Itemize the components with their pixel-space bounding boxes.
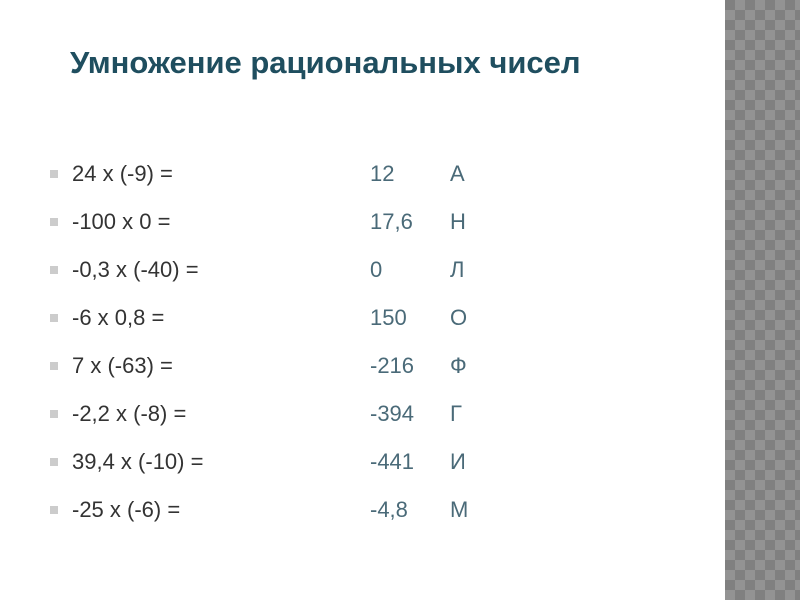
bullet-icon [50, 506, 58, 514]
answer-row: -441 И [370, 438, 468, 486]
problem-text: -0,3 х (-40) = [72, 257, 199, 283]
slide-title: Умножение рациональных чисел [70, 45, 581, 81]
answer-value: 12 [370, 161, 450, 187]
bullet-icon [50, 314, 58, 322]
problem-text: -6 х 0,8 = [72, 305, 164, 331]
answer-value: -216 [370, 353, 450, 379]
problem-row: 39,4 х (-10) = [50, 438, 203, 486]
bullet-icon [50, 218, 58, 226]
answer-row: 0 Л [370, 246, 468, 294]
problem-row: 24 х (-9) = [50, 150, 203, 198]
problem-row: -25 х (-6) = [50, 486, 203, 534]
problems-column: 24 х (-9) = -100 х 0 = -0,3 х (-40) = -6… [50, 150, 203, 534]
slide: Умножение рациональных чисел 24 х (-9) =… [0, 0, 800, 600]
problem-text: 7 х (-63) = [72, 353, 173, 379]
answer-row: 150 О [370, 294, 468, 342]
answer-letter: О [450, 305, 467, 331]
answer-value: 150 [370, 305, 450, 331]
problem-row: -100 х 0 = [50, 198, 203, 246]
problem-text: 39,4 х (-10) = [72, 449, 203, 475]
problem-row: -0,3 х (-40) = [50, 246, 203, 294]
answers-column: 12 А 17,6 Н 0 Л 150 О -216 Ф -394 Г -441… [370, 150, 468, 534]
answer-letter: Г [450, 401, 462, 427]
answer-value: 0 [370, 257, 450, 283]
problem-text: 24 х (-9) = [72, 161, 173, 187]
problem-row: -6 х 0,8 = [50, 294, 203, 342]
problem-text: -2,2 х (-8) = [72, 401, 186, 427]
problem-row: -2,2 х (-8) = [50, 390, 203, 438]
answer-letter: М [450, 497, 468, 523]
bullet-icon [50, 410, 58, 418]
answer-row: 12 А [370, 150, 468, 198]
answer-row: -216 Ф [370, 342, 468, 390]
answer-letter: Н [450, 209, 466, 235]
answer-letter: Л [450, 257, 464, 283]
problem-text: -25 х (-6) = [72, 497, 180, 523]
answer-value: 17,6 [370, 209, 450, 235]
answer-value: -394 [370, 401, 450, 427]
problem-row: 7 х (-63) = [50, 342, 203, 390]
bullet-icon [50, 458, 58, 466]
answer-letter: И [450, 449, 466, 475]
answer-letter: А [450, 161, 465, 187]
bullet-icon [50, 362, 58, 370]
answer-value: -441 [370, 449, 450, 475]
answer-letter: Ф [450, 353, 467, 379]
answer-row: -4,8 М [370, 486, 468, 534]
problem-text: -100 х 0 = [72, 209, 170, 235]
answer-value: -4,8 [370, 497, 450, 523]
answer-row: 17,6 Н [370, 198, 468, 246]
bullet-icon [50, 170, 58, 178]
answer-row: -394 Г [370, 390, 468, 438]
bullet-icon [50, 266, 58, 274]
sidebar-texture [725, 0, 800, 600]
